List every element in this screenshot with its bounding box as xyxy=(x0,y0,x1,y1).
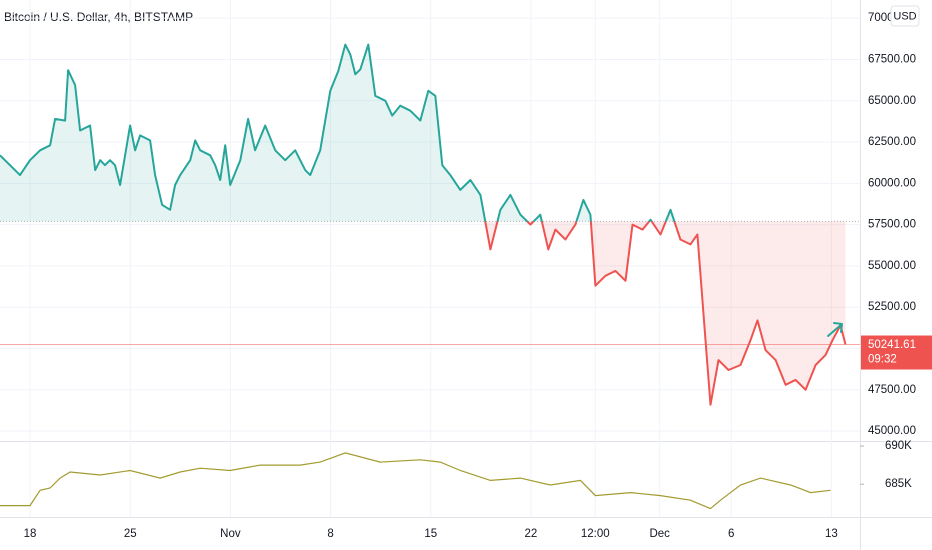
y-tick-label: 55000.00 xyxy=(868,260,916,272)
trend-arrow xyxy=(827,322,843,337)
x-tick-label: 15 xyxy=(424,528,437,540)
price-line xyxy=(0,43,847,406)
last-price-box xyxy=(861,335,932,370)
x-tick-label: 22 xyxy=(524,528,537,540)
y-tick-label: 60000.00 xyxy=(868,177,916,189)
currency-label: USD xyxy=(893,10,916,22)
y-tick-label: 67500.00 xyxy=(868,53,916,65)
y-tick-label: 690K xyxy=(885,440,912,452)
x-tick-label: 6 xyxy=(728,528,734,540)
countdown-label: 09:32 xyxy=(868,354,897,366)
x-tick-label: 18 xyxy=(24,528,37,540)
x-tick-label: 25 xyxy=(124,528,137,540)
x-tick-label: 13 xyxy=(825,528,838,540)
y-tick-label: 45000.00 xyxy=(868,425,916,437)
x-tick-label: 8 xyxy=(327,528,333,540)
y-tick-label: 57500.00 xyxy=(868,219,916,231)
x-tick-label: 12:00 xyxy=(581,528,610,540)
x-tick-label: Nov xyxy=(220,528,241,540)
y-tick-label: 52500.00 xyxy=(868,301,916,313)
y-tick-label: 685K xyxy=(885,478,912,490)
y-tick-label: 65000.00 xyxy=(868,95,916,107)
indicator-line xyxy=(0,452,831,510)
currency-badge xyxy=(890,5,920,27)
x-tick-label: Dec xyxy=(649,528,670,540)
chart-title: Bitcoin / U.S. Dollar, 4h, BITSTAMP xyxy=(4,10,193,24)
y-tick-label: 47500.00 xyxy=(868,384,916,396)
last-price-label: 50241.61 xyxy=(868,339,916,351)
y-tick-label: 62500.00 xyxy=(868,136,916,148)
